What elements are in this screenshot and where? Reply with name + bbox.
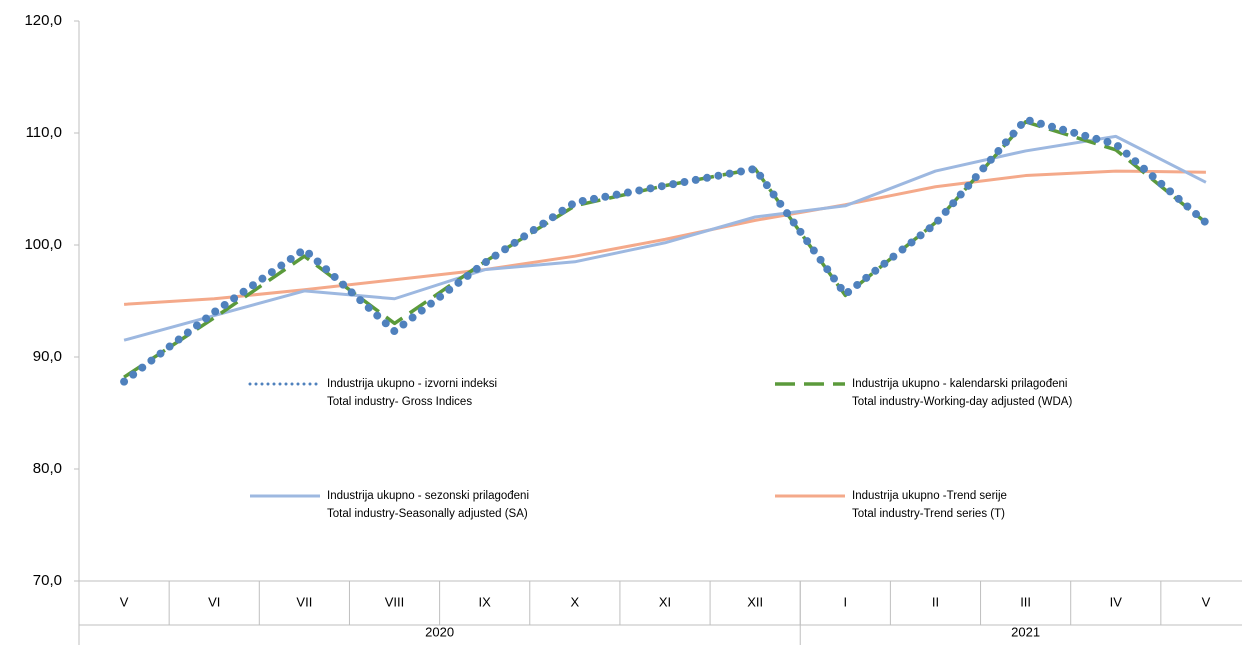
x-tick-label: VIII [385,594,405,609]
y-tick-label: 120,0 [24,12,62,29]
legend-label: Industrija ukupno - izvorni indeksi [327,378,497,390]
group-label: 2020 [425,624,454,639]
y-tick-label: 100,0 [24,236,62,253]
x-tick-label: IX [479,594,492,609]
x-tick-label: VI [208,594,220,609]
legend-sublabel: Total industry- Gross Indices [327,396,472,408]
y-tick-label: 90,0 [33,348,62,365]
x-tick-label: IV [1110,594,1123,609]
legend-sublabel: Total industry-Working-day adjusted (WDA… [852,396,1072,408]
series-line [123,120,1208,379]
series-line [120,115,1210,386]
y-tick-label: 110,0 [26,124,62,141]
x-tick-label: X [571,594,580,609]
x-tick-label: V [1202,594,1211,609]
legend-sublabel: Total industry-Trend series (T) [852,508,1005,520]
x-tick-label: XII [747,594,763,609]
x-tick-label: I [843,594,847,609]
series-line [123,169,1206,306]
y-tick-label: 80,0 [33,460,62,477]
legend-label: Industrija ukupno - kalendarski prilagođ… [852,378,1067,390]
legend-label: Industrija ukupno - sezonski prilagođeni [327,490,529,502]
x-tick-label: II [932,594,939,609]
y-tick-label: 70,0 [33,572,62,589]
series-line [123,134,1207,342]
x-tick-label: V [120,594,129,609]
legend-sublabel: Total industry-Seasonally adjusted (SA) [327,508,528,520]
group-label: 2021 [1011,624,1040,639]
x-tick-label: III [1020,594,1031,609]
x-tick-label: XI [659,594,671,609]
legend-label: Industrija ukupno -Trend serije [852,490,1007,502]
x-tick-label: VII [296,594,312,609]
